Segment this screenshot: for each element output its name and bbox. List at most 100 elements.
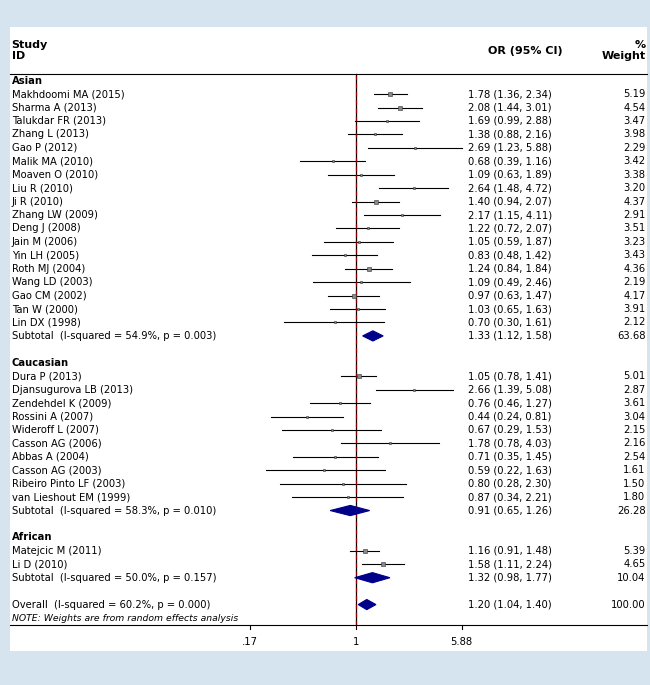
Text: Abbas A (2004): Abbas A (2004) bbox=[12, 452, 88, 462]
Text: .17: .17 bbox=[242, 637, 258, 647]
Text: Zhang L (2013): Zhang L (2013) bbox=[12, 129, 88, 140]
Text: 2.91: 2.91 bbox=[623, 210, 645, 220]
Text: 0.71 (0.35, 1.45): 0.71 (0.35, 1.45) bbox=[468, 452, 552, 462]
Text: 1.78 (1.36, 2.34): 1.78 (1.36, 2.34) bbox=[468, 89, 552, 99]
Text: Gao CM (2002): Gao CM (2002) bbox=[12, 290, 86, 301]
Text: 3.23: 3.23 bbox=[623, 237, 645, 247]
Text: Zendehdel K (2009): Zendehdel K (2009) bbox=[12, 398, 111, 408]
Text: 1.09 (0.63, 1.89): 1.09 (0.63, 1.89) bbox=[468, 170, 552, 179]
Text: Matejcic M (2011): Matejcic M (2011) bbox=[12, 546, 101, 556]
Text: 2.19: 2.19 bbox=[623, 277, 645, 287]
Text: 3.91: 3.91 bbox=[623, 304, 645, 314]
Text: NOTE: Weights are from random effects analysis: NOTE: Weights are from random effects an… bbox=[12, 614, 238, 623]
Text: Subtotal  (I-squared = 58.3%, p = 0.010): Subtotal (I-squared = 58.3%, p = 0.010) bbox=[12, 506, 216, 516]
Text: 3.20: 3.20 bbox=[623, 183, 645, 193]
Text: 1.09 (0.49, 2.46): 1.09 (0.49, 2.46) bbox=[468, 277, 552, 287]
Text: 1.03 (0.65, 1.63): 1.03 (0.65, 1.63) bbox=[468, 304, 552, 314]
Text: 3.61: 3.61 bbox=[623, 398, 645, 408]
Text: 63.68: 63.68 bbox=[617, 331, 645, 341]
Text: Gao P (2012): Gao P (2012) bbox=[12, 143, 77, 153]
Text: Study
ID: Study ID bbox=[12, 40, 48, 62]
Text: Makhdoomi MA (2015): Makhdoomi MA (2015) bbox=[12, 89, 124, 99]
Text: 2.87: 2.87 bbox=[623, 385, 645, 395]
Text: 2.17 (1.15, 4.11): 2.17 (1.15, 4.11) bbox=[468, 210, 552, 220]
Text: Wideroff L (2007): Wideroff L (2007) bbox=[12, 425, 99, 435]
Text: 3.04: 3.04 bbox=[623, 412, 645, 421]
Text: 3.42: 3.42 bbox=[623, 156, 645, 166]
Text: 0.70 (0.30, 1.61): 0.70 (0.30, 1.61) bbox=[468, 317, 552, 327]
Text: 2.69 (1.23, 5.88): 2.69 (1.23, 5.88) bbox=[468, 143, 552, 153]
Text: Wang LD (2003): Wang LD (2003) bbox=[12, 277, 92, 287]
Text: 0.87 (0.34, 2.21): 0.87 (0.34, 2.21) bbox=[468, 492, 552, 502]
Text: 1.78 (0.78, 4.03): 1.78 (0.78, 4.03) bbox=[468, 438, 551, 449]
Text: 2.66 (1.39, 5.08): 2.66 (1.39, 5.08) bbox=[468, 385, 552, 395]
Text: 5.39: 5.39 bbox=[623, 546, 645, 556]
Text: 1.69 (0.99, 2.88): 1.69 (0.99, 2.88) bbox=[468, 116, 552, 126]
Text: 2.29: 2.29 bbox=[623, 143, 645, 153]
Text: 1.32 (0.98, 1.77): 1.32 (0.98, 1.77) bbox=[468, 573, 552, 583]
Text: 3.43: 3.43 bbox=[623, 250, 645, 260]
Text: Li D (2010): Li D (2010) bbox=[12, 559, 67, 569]
Text: Casson AG (2006): Casson AG (2006) bbox=[12, 438, 101, 449]
Text: Zhang LW (2009): Zhang LW (2009) bbox=[12, 210, 98, 220]
Text: 100.00: 100.00 bbox=[611, 599, 645, 610]
Text: 0.59 (0.22, 1.63): 0.59 (0.22, 1.63) bbox=[468, 465, 552, 475]
Text: 3.38: 3.38 bbox=[623, 170, 645, 179]
Polygon shape bbox=[330, 506, 370, 516]
Text: 4.65: 4.65 bbox=[623, 559, 645, 569]
Text: Asian: Asian bbox=[12, 76, 43, 86]
Text: Djansugurova LB (2013): Djansugurova LB (2013) bbox=[12, 385, 133, 395]
Text: 1.58 (1.11, 2.24): 1.58 (1.11, 2.24) bbox=[468, 559, 552, 569]
Text: Roth MJ (2004): Roth MJ (2004) bbox=[12, 264, 85, 274]
Text: Malik MA (2010): Malik MA (2010) bbox=[12, 156, 93, 166]
Text: 5.01: 5.01 bbox=[623, 371, 645, 382]
Text: Ribeiro Pinto LF (2003): Ribeiro Pinto LF (2003) bbox=[12, 479, 125, 488]
Text: Talukdar FR (2013): Talukdar FR (2013) bbox=[12, 116, 106, 126]
Text: Dura P (2013): Dura P (2013) bbox=[12, 371, 81, 382]
Text: 2.08 (1.44, 3.01): 2.08 (1.44, 3.01) bbox=[468, 103, 551, 112]
Text: 0.97 (0.63, 1.47): 0.97 (0.63, 1.47) bbox=[468, 290, 552, 301]
Text: van Lieshout EM (1999): van Lieshout EM (1999) bbox=[12, 492, 130, 502]
Text: Moaven O (2010): Moaven O (2010) bbox=[12, 170, 98, 179]
Text: 3.51: 3.51 bbox=[623, 223, 645, 234]
Text: Rossini A (2007): Rossini A (2007) bbox=[12, 412, 93, 421]
Text: 10.04: 10.04 bbox=[617, 573, 645, 583]
Text: African: African bbox=[12, 532, 52, 543]
Text: 0.44 (0.24, 0.81): 0.44 (0.24, 0.81) bbox=[468, 412, 551, 421]
Text: 2.15: 2.15 bbox=[623, 425, 645, 435]
Text: 1.40 (0.94, 2.07): 1.40 (0.94, 2.07) bbox=[468, 197, 552, 207]
Polygon shape bbox=[355, 573, 390, 583]
Polygon shape bbox=[358, 599, 376, 610]
Text: 4.54: 4.54 bbox=[623, 103, 645, 112]
Text: 0.68 (0.39, 1.16): 0.68 (0.39, 1.16) bbox=[468, 156, 552, 166]
Text: 1.20 (1.04, 1.40): 1.20 (1.04, 1.40) bbox=[468, 599, 552, 610]
Text: 1.16 (0.91, 1.48): 1.16 (0.91, 1.48) bbox=[468, 546, 552, 556]
Text: 26.28: 26.28 bbox=[617, 506, 645, 516]
Text: %
Weight: % Weight bbox=[601, 40, 645, 62]
Text: Liu R (2010): Liu R (2010) bbox=[12, 183, 73, 193]
Text: Subtotal  (I-squared = 54.9%, p = 0.003): Subtotal (I-squared = 54.9%, p = 0.003) bbox=[12, 331, 216, 341]
Text: 3.47: 3.47 bbox=[623, 116, 645, 126]
Text: 1.22 (0.72, 2.07): 1.22 (0.72, 2.07) bbox=[468, 223, 552, 234]
Polygon shape bbox=[363, 331, 383, 341]
Text: 1.24 (0.84, 1.84): 1.24 (0.84, 1.84) bbox=[468, 264, 551, 274]
Text: 1.80: 1.80 bbox=[623, 492, 645, 502]
Text: 2.16: 2.16 bbox=[623, 438, 645, 449]
Text: OR (95% CI): OR (95% CI) bbox=[488, 46, 562, 55]
Text: 1.61: 1.61 bbox=[623, 465, 645, 475]
Text: Overall  (I-squared = 60.2%, p = 0.000): Overall (I-squared = 60.2%, p = 0.000) bbox=[12, 599, 210, 610]
Text: 2.64 (1.48, 4.72): 2.64 (1.48, 4.72) bbox=[468, 183, 552, 193]
Text: 2.54: 2.54 bbox=[623, 452, 645, 462]
Text: Jain M (2006): Jain M (2006) bbox=[12, 237, 78, 247]
Text: 4.17: 4.17 bbox=[623, 290, 645, 301]
Text: 1.05 (0.78, 1.41): 1.05 (0.78, 1.41) bbox=[468, 371, 552, 382]
Text: 1.50: 1.50 bbox=[623, 479, 645, 488]
Text: 3.98: 3.98 bbox=[623, 129, 645, 140]
Text: 5.88: 5.88 bbox=[450, 637, 473, 647]
Text: Tan W (2000): Tan W (2000) bbox=[12, 304, 77, 314]
Text: Ji R (2010): Ji R (2010) bbox=[12, 197, 64, 207]
Text: 0.76 (0.46, 1.27): 0.76 (0.46, 1.27) bbox=[468, 398, 552, 408]
Text: 1: 1 bbox=[353, 637, 359, 647]
Text: Lin DX (1998): Lin DX (1998) bbox=[12, 317, 81, 327]
Text: 2.12: 2.12 bbox=[623, 317, 645, 327]
